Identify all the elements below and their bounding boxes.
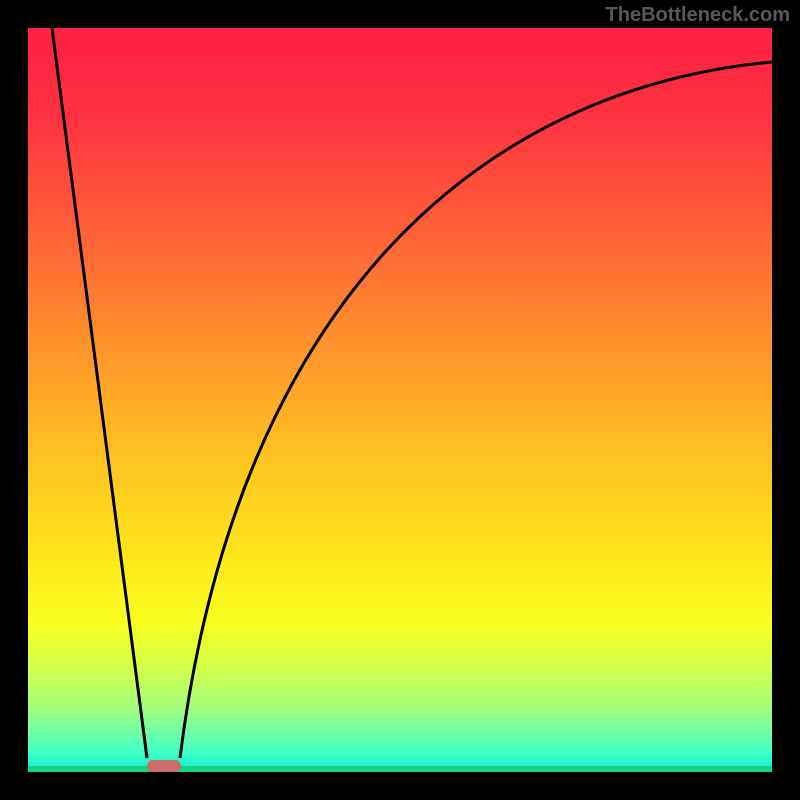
watermark-text: TheBottleneck.com [606, 4, 790, 27]
plot-area [28, 28, 772, 772]
curve-path [52, 28, 772, 758]
bottleneck-curve [28, 28, 772, 772]
chart-container: TheBottleneck.com [0, 0, 800, 800]
